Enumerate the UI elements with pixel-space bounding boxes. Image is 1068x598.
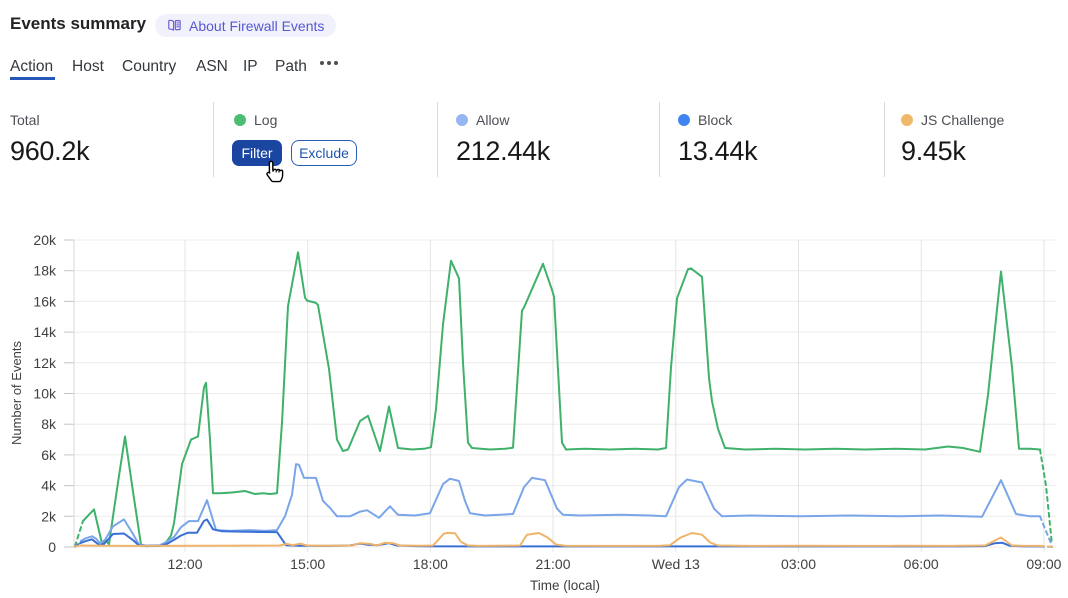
svg-text:Wed 13: Wed 13 <box>652 556 700 572</box>
svg-text:10k: 10k <box>33 386 57 402</box>
svg-text:09:00: 09:00 <box>1026 556 1061 572</box>
svg-text:12k: 12k <box>33 355 57 371</box>
svg-text:4k: 4k <box>41 478 57 494</box>
svg-text:8k: 8k <box>41 416 57 432</box>
svg-text:6k: 6k <box>41 447 57 463</box>
svg-text:2k: 2k <box>41 508 57 524</box>
svg-text:06:00: 06:00 <box>904 556 939 572</box>
svg-text:Number of Events: Number of Events <box>9 340 24 445</box>
svg-text:Time (local): Time (local) <box>530 578 600 593</box>
svg-text:15:00: 15:00 <box>290 556 325 572</box>
svg-text:18k: 18k <box>33 263 57 279</box>
svg-text:03:00: 03:00 <box>781 556 816 572</box>
svg-text:0: 0 <box>48 539 56 555</box>
svg-text:16k: 16k <box>33 293 57 309</box>
svg-text:12:00: 12:00 <box>167 556 202 572</box>
svg-text:14k: 14k <box>33 324 57 340</box>
svg-text:21:00: 21:00 <box>535 556 570 572</box>
svg-text:20k: 20k <box>33 232 57 248</box>
svg-text:18:00: 18:00 <box>413 556 448 572</box>
